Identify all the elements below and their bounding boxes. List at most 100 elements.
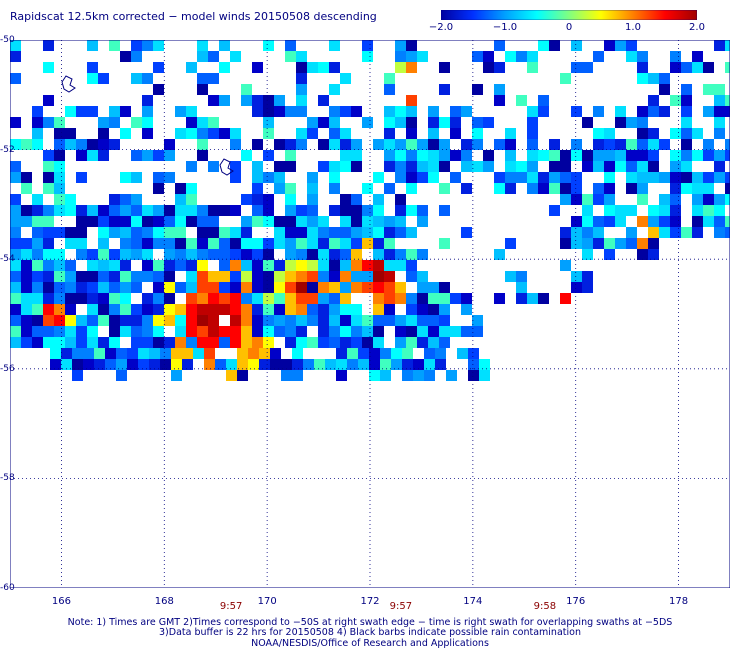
- wind-cell: [138, 359, 149, 370]
- wind-cell: [384, 106, 395, 117]
- wind-cell: [204, 348, 215, 359]
- wind-cell: [406, 62, 417, 73]
- wind-cell: [208, 161, 219, 172]
- wind-cell: [252, 172, 263, 183]
- wind-cell: [274, 304, 285, 315]
- wind-cell: [98, 337, 109, 348]
- wind-cell: [417, 282, 428, 293]
- wind-cell: [439, 150, 450, 161]
- wind-cell: [76, 337, 87, 348]
- wind-cell: [87, 73, 98, 84]
- wind-cell: [384, 128, 395, 139]
- wind-cell: [285, 326, 296, 337]
- wind-cell: [208, 293, 219, 304]
- wind-cell: [384, 260, 395, 271]
- wind-cell: [98, 238, 109, 249]
- wind-cell: [670, 161, 681, 172]
- wind-cell: [292, 348, 303, 359]
- wind-cell: [307, 282, 318, 293]
- wind-cell: [604, 249, 615, 260]
- wind-cell: [670, 205, 681, 216]
- wind-cell: [186, 205, 197, 216]
- wind-cell: [186, 117, 197, 128]
- wind-cell: [329, 139, 340, 150]
- coastline-outline: [61, 75, 76, 93]
- wind-cell: [395, 139, 406, 150]
- wind-cell: [659, 139, 670, 150]
- wind-cell: [65, 128, 76, 139]
- wind-cell: [43, 326, 54, 337]
- wind-cell: [351, 337, 362, 348]
- wind-cell: [714, 161, 725, 172]
- wind-cell: [252, 216, 263, 227]
- wind-cell: [175, 304, 186, 315]
- wind-cell: [142, 117, 153, 128]
- wind-cell: [340, 337, 351, 348]
- wind-cell: [142, 40, 153, 51]
- swath-time-label: 9:57: [389, 601, 413, 612]
- wind-cell: [340, 227, 351, 238]
- wind-cell: [32, 106, 43, 117]
- wind-cell: [424, 359, 435, 370]
- wind-cell: [692, 227, 703, 238]
- wind-cell: [109, 304, 120, 315]
- wind-cell: [615, 161, 626, 172]
- wind-cell: [21, 293, 32, 304]
- wind-cell: [98, 205, 109, 216]
- wind-cell: [186, 282, 197, 293]
- wind-cell: [461, 227, 472, 238]
- wind-cell: [175, 315, 186, 326]
- wind-cell: [417, 161, 428, 172]
- wind-cell: [164, 260, 175, 271]
- wind-cell: [285, 139, 296, 150]
- wind-cell: [208, 128, 219, 139]
- wind-cell: [54, 315, 65, 326]
- wind-cell: [43, 172, 54, 183]
- wind-cell: [582, 161, 593, 172]
- wind-cell: [285, 282, 296, 293]
- wind-cell: [164, 216, 175, 227]
- wind-cell: [340, 304, 351, 315]
- wind-cell: [402, 359, 413, 370]
- wind-cell: [120, 282, 131, 293]
- wind-cell: [318, 293, 329, 304]
- wind-cell: [98, 117, 109, 128]
- wind-cell: [626, 117, 637, 128]
- wind-cell: [164, 315, 175, 326]
- wind-cell: [670, 172, 681, 183]
- wind-cell: [413, 370, 424, 381]
- wind-cell: [681, 172, 692, 183]
- wind-cell: [461, 293, 472, 304]
- wind-cell: [428, 315, 439, 326]
- longitude-label: 172: [360, 596, 380, 607]
- wind-cell: [120, 227, 131, 238]
- wind-cell: [230, 249, 241, 260]
- wind-cell: [637, 238, 648, 249]
- lat-lon-grid: [10, 40, 730, 588]
- wind-cell: [43, 315, 54, 326]
- wind-cell: [131, 326, 142, 337]
- wind-cell: [450, 117, 461, 128]
- wind-cell: [32, 326, 43, 337]
- wind-cell: [296, 139, 307, 150]
- wind-cell: [43, 238, 54, 249]
- wind-cell: [105, 359, 116, 370]
- wind-cell: [406, 315, 417, 326]
- wind-cell: [296, 216, 307, 227]
- wind-cell: [285, 271, 296, 282]
- wind-cell: [164, 304, 175, 315]
- longitude-label: 170: [257, 596, 277, 607]
- wind-cell: [637, 62, 648, 73]
- wind-cell: [571, 62, 582, 73]
- wind-cell: [439, 238, 450, 249]
- wind-cell: [560, 161, 571, 172]
- wind-cell: [263, 304, 274, 315]
- wind-cell: [336, 370, 347, 381]
- wind-cell: [626, 205, 637, 216]
- wind-cell: [384, 282, 395, 293]
- wind-cell: [263, 150, 274, 161]
- wind-cell: [120, 249, 131, 260]
- wind-cell: [373, 172, 384, 183]
- wind-cell: [538, 183, 549, 194]
- wind-cell: [549, 139, 560, 150]
